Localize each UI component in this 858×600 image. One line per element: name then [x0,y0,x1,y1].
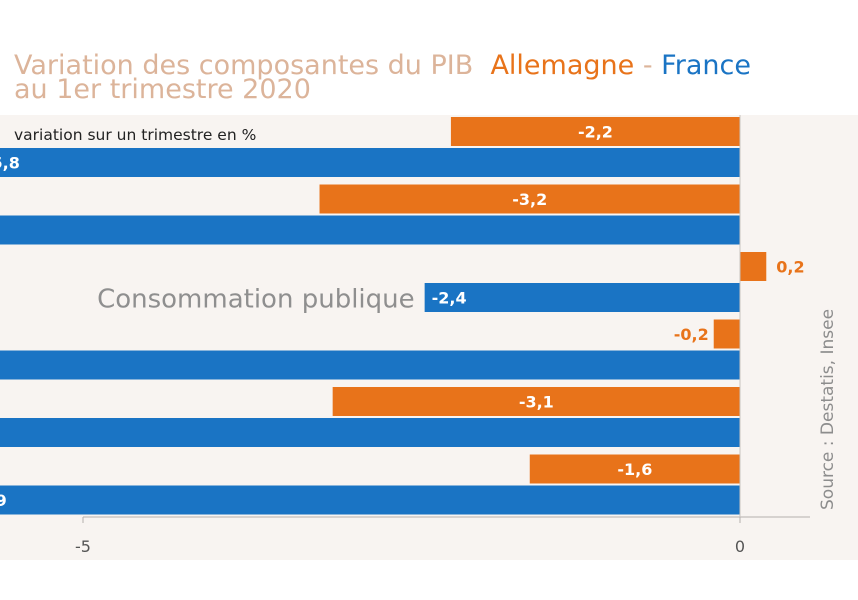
chart-subtitle: variation sur un trimestre en % [14,126,257,144]
bar-allemagne [713,319,740,349]
category-label: Consommation publique [97,285,415,315]
bar-france [424,283,740,312]
data-label-allemagne: 0,2 [776,258,804,277]
chart-title: Variation des composantes du PIB Allemag… [14,52,751,103]
bar-france [0,215,740,245]
bar-france [0,148,740,177]
title-text: Variation des composantes du PIB [14,50,474,81]
data-label-allemagne: -3,2 [512,190,547,209]
data-label-france: -5,9 [0,491,7,510]
bar-allemagne [529,454,740,484]
data-label-france: -2,4 [432,289,467,308]
source-note: Source : Destatis, Insee [818,308,838,510]
legend-allemagne: Allemagne [490,50,635,81]
bar-allemagne [332,387,740,416]
data-label-allemagne: -0,2 [674,325,709,344]
data-label-allemagne: -3,1 [519,393,554,412]
bar-allemagne [740,252,767,281]
x-tick-label: -5 [75,537,91,556]
title-line-1: Variation des composantes du PIB Allemag… [14,52,751,79]
data-label-allemagne: -1,6 [617,460,652,479]
x-tick-label: 0 [735,537,745,556]
legend-separator: - [642,50,653,81]
legend-france: France [661,50,751,81]
bar-allemagne [450,117,740,146]
bar-allemagne [319,184,740,214]
data-label-france: -5,8 [0,154,20,173]
title-line-2: au 1er trimestre 2020 [14,74,311,105]
bar-france [0,350,740,380]
data-label-allemagne: -2,2 [578,123,613,142]
bar-france [0,485,741,515]
bar-france [0,418,740,447]
